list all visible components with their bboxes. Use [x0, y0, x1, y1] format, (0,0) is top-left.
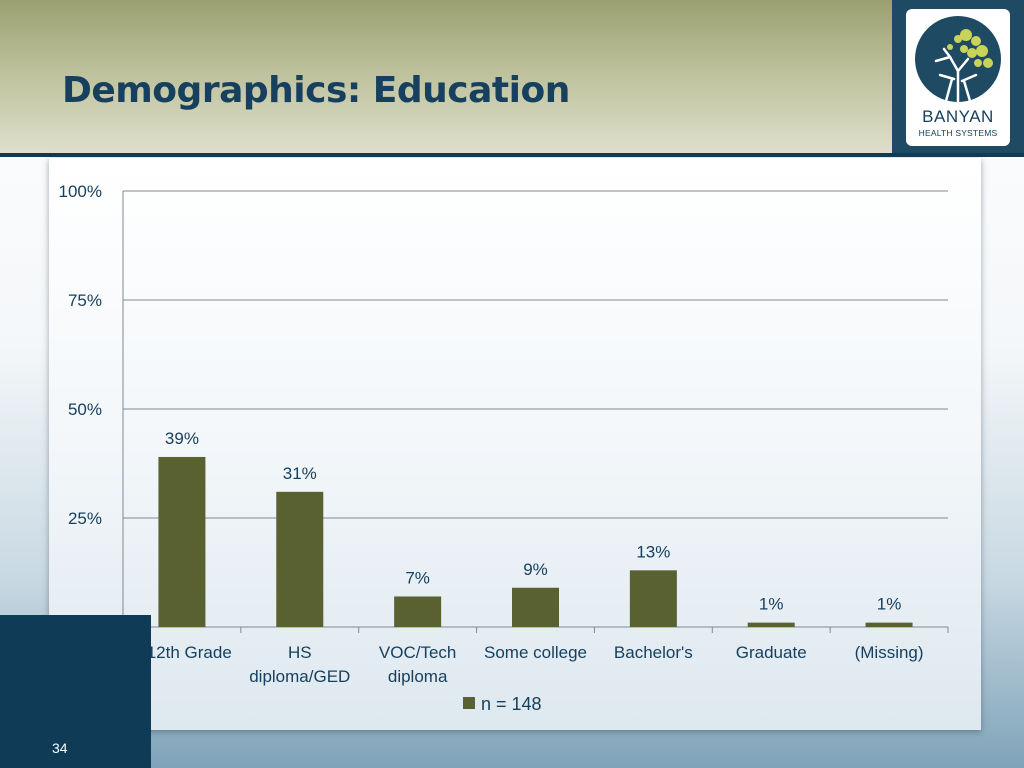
bottom-left-block	[0, 615, 151, 768]
data-label: 13%	[636, 542, 670, 561]
data-label: 39%	[165, 429, 199, 448]
data-label: 7%	[405, 568, 430, 587]
page-number: 34	[52, 740, 68, 756]
bar	[276, 491, 324, 627]
header-band	[0, 0, 892, 155]
x-category-label: Some college	[484, 643, 587, 662]
logo-subtitle: HEALTH SYSTEMS	[918, 128, 998, 138]
x-category-label: < 12th Grade	[132, 643, 232, 662]
x-category-label: (Missing)	[855, 643, 924, 662]
chart-panel: 0%25%50%75%100%39%< 12th Grade31%HSdiplo…	[49, 158, 981, 730]
bar	[865, 622, 913, 627]
banyan-tree-icon	[915, 16, 1001, 103]
x-category-label: diploma	[388, 667, 448, 686]
y-tick-label: 50%	[68, 400, 102, 419]
x-category-label: Graduate	[736, 643, 807, 662]
data-label: 9%	[523, 560, 548, 579]
x-category-label: Bachelor's	[614, 643, 693, 662]
x-category-label: VOC/Tech	[379, 643, 456, 662]
data-label: 1%	[759, 595, 784, 614]
data-label: 31%	[283, 464, 317, 483]
bar	[512, 587, 559, 627]
legend-label: n = 148	[481, 694, 542, 714]
banyan-logo: BANYAN HEALTH SYSTEMS	[906, 9, 1010, 146]
slide-title: Demographics: Education	[62, 70, 570, 111]
data-label: 1%	[877, 595, 902, 614]
x-category-label: diploma/GED	[249, 667, 350, 686]
x-category-label: HS	[288, 643, 312, 662]
y-tick-label: 25%	[68, 509, 102, 528]
logo-name: BANYAN	[922, 107, 994, 126]
y-tick-label: 100%	[59, 182, 102, 201]
education-bar-chart: 0%25%50%75%100%39%< 12th Grade31%HSdiplo…	[59, 182, 949, 714]
bar	[158, 456, 206, 627]
bar	[747, 622, 795, 627]
legend-swatch	[463, 697, 475, 709]
bar	[629, 570, 677, 627]
bar	[394, 596, 442, 627]
header-divider	[0, 153, 1024, 157]
y-tick-label: 75%	[68, 291, 102, 310]
